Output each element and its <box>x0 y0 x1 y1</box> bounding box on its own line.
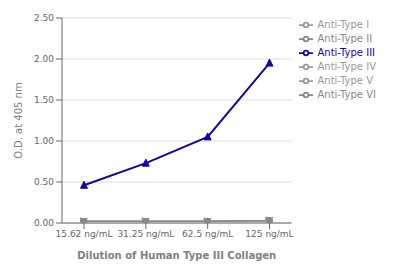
svg-text:31.25 ng/mL: 31.25 ng/mL <box>117 229 174 239</box>
html-text:Anti-Type IV: Anti-Type IV <box>317 61 376 72</box>
svg-text:0.00: 0.00 <box>34 218 54 228</box>
html-text:Anti-Type I: Anti-Type I <box>317 19 370 30</box>
svg-text:62.5 ng/mL: 62.5 ng/mL <box>182 229 233 239</box>
svg-text:0.50: 0.50 <box>34 177 54 187</box>
html-text:Anti-Type III: Anti-Type III <box>317 47 376 58</box>
svg-text:125 ng/mL: 125 ng/mL <box>245 229 293 239</box>
svg-text:2.50: 2.50 <box>34 13 54 23</box>
svg-text:1.00: 1.00 <box>34 136 54 146</box>
svg-text:1.50: 1.50 <box>34 95 54 105</box>
html-text:Anti-Type II: Anti-Type II <box>317 33 373 44</box>
svg-text:O.D. at 405 nm: O.D. at 405 nm <box>13 82 24 158</box>
svg-text:15.62 ng/mL: 15.62 ng/mL <box>56 229 113 239</box>
svg-text:Dilution of Human Type III Col: Dilution of Human Type III Collagen <box>77 250 276 261</box>
svg-text:2.00: 2.00 <box>34 54 54 64</box>
html-text:Anti-Type VI: Anti-Type VI <box>317 89 376 100</box>
html-text:Anti-Type V: Anti-Type V <box>317 75 373 86</box>
